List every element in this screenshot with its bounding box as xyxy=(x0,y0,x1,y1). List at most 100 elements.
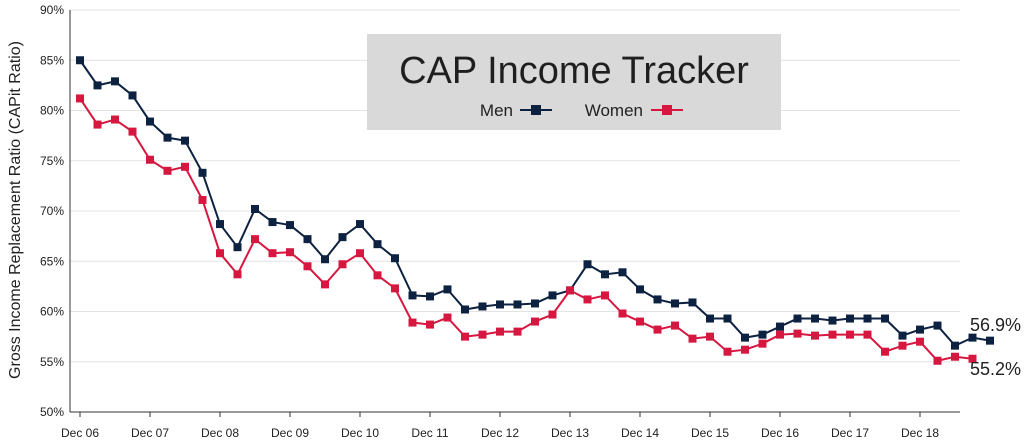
end-label-women: 55.2% xyxy=(970,359,1021,379)
data-point xyxy=(146,117,154,126)
end-labels: 56.9% 55.2% xyxy=(970,315,1021,379)
data-point xyxy=(636,317,644,326)
data-point xyxy=(793,314,802,323)
data-point xyxy=(566,286,574,295)
data-point xyxy=(653,325,662,334)
x-tick-label: Dec 16 xyxy=(761,426,799,440)
y-tick-label: 75% xyxy=(40,154,64,168)
data-point xyxy=(513,327,522,336)
data-point xyxy=(111,77,119,86)
data-point xyxy=(811,314,819,323)
data-point xyxy=(128,127,137,136)
data-point xyxy=(863,314,872,323)
data-point xyxy=(128,91,137,100)
data-point xyxy=(618,268,627,277)
data-point xyxy=(181,136,189,145)
data-point xyxy=(583,295,592,304)
data-point xyxy=(898,331,907,340)
data-point xyxy=(898,341,907,350)
x-tick-label: Dec 06 xyxy=(61,426,99,440)
x-tick-label: Dec 08 xyxy=(201,426,239,440)
data-point xyxy=(268,249,277,258)
data-point xyxy=(916,337,924,346)
legend-label-women: Women xyxy=(585,101,643,120)
data-point xyxy=(146,155,154,164)
y-tick-label: 50% xyxy=(40,405,64,419)
data-point xyxy=(76,56,84,65)
data-point xyxy=(321,255,329,264)
data-point xyxy=(758,339,767,348)
x-tick-label: Dec 18 xyxy=(901,426,939,440)
data-point xyxy=(706,332,714,341)
data-point xyxy=(391,254,399,263)
data-point xyxy=(916,325,924,334)
data-point xyxy=(881,314,889,323)
data-point xyxy=(408,291,417,300)
series-line xyxy=(79,97,973,362)
data-point xyxy=(303,235,312,244)
data-point xyxy=(583,260,592,269)
data-point xyxy=(443,313,452,322)
data-point xyxy=(601,270,609,279)
chart-title: CAP Income Tracker xyxy=(399,50,749,92)
legend: Men Women xyxy=(480,101,683,120)
data-point xyxy=(373,271,382,280)
data-point xyxy=(216,220,224,229)
data-point xyxy=(496,327,504,336)
data-point xyxy=(443,285,452,294)
x-tick-labels: Dec 06 Dec 07 Dec 08 Dec 09 Dec 10 Dec 11 Dec … xyxy=(61,412,939,440)
data-point xyxy=(968,333,977,342)
data-point xyxy=(741,333,749,342)
series-group xyxy=(76,56,994,365)
data-point xyxy=(216,249,224,258)
data-point xyxy=(951,341,959,350)
y-axis-label: Gross Income Replacement Ratio (CAPit Ra… xyxy=(7,41,24,379)
data-point xyxy=(251,235,259,244)
data-point xyxy=(688,298,697,307)
data-point xyxy=(618,309,627,318)
data-point xyxy=(671,299,679,308)
data-point xyxy=(426,320,434,329)
data-point xyxy=(233,243,242,252)
x-tick-label: Dec 13 xyxy=(551,426,589,440)
data-point xyxy=(391,284,399,293)
legend-label-men: Men xyxy=(480,101,513,120)
data-point xyxy=(933,356,942,365)
data-point xyxy=(513,300,522,309)
x-tick-label: Dec 09 xyxy=(271,426,309,440)
y-tick-label: 55% xyxy=(40,355,64,369)
data-point xyxy=(531,299,539,308)
data-point xyxy=(251,204,259,213)
y-tick-label: 80% xyxy=(40,104,64,118)
data-point xyxy=(531,317,539,326)
data-point xyxy=(723,347,732,356)
data-point xyxy=(741,345,749,354)
data-point xyxy=(706,314,714,323)
data-point xyxy=(933,321,942,330)
data-point xyxy=(268,218,277,227)
series-men xyxy=(76,56,994,350)
data-point xyxy=(846,314,854,323)
data-point xyxy=(548,310,557,319)
data-point xyxy=(828,316,837,325)
y-tick-label: 65% xyxy=(40,254,64,268)
data-point xyxy=(408,318,417,327)
data-point xyxy=(181,162,189,171)
x-tick-label: Dec 17 xyxy=(831,426,869,440)
y-tick-label: 90% xyxy=(40,3,64,17)
data-point xyxy=(338,260,347,269)
x-tick-label: Dec 07 xyxy=(131,426,169,440)
data-point xyxy=(776,322,784,331)
data-point xyxy=(776,330,784,339)
data-point xyxy=(496,300,504,309)
data-point xyxy=(968,354,977,363)
data-point xyxy=(636,285,644,294)
data-point xyxy=(198,168,207,177)
data-point xyxy=(846,330,854,339)
data-point xyxy=(356,220,364,229)
data-point xyxy=(881,347,889,356)
series-women xyxy=(76,94,977,365)
end-label-men: 56.9% xyxy=(970,315,1021,335)
data-point xyxy=(793,329,802,338)
